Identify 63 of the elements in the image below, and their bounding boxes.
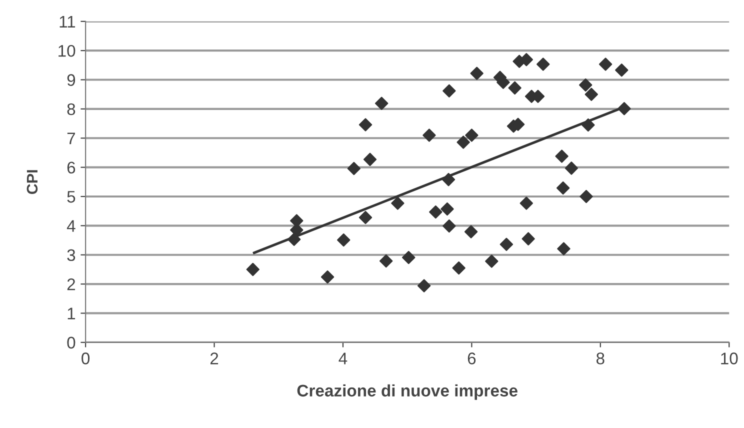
y-axis-title: CPI xyxy=(26,170,38,194)
y-tick-label: 3 xyxy=(67,249,76,262)
point xyxy=(442,172,456,186)
point xyxy=(363,152,377,166)
point xyxy=(290,214,304,228)
point xyxy=(485,254,498,268)
point xyxy=(391,196,404,210)
point xyxy=(347,162,361,176)
x-tick-label: 4 xyxy=(338,352,348,364)
y-tick-label: 7 xyxy=(67,132,75,144)
point xyxy=(290,223,304,237)
point xyxy=(520,196,533,210)
x-tick-label: 2 xyxy=(210,352,218,364)
point xyxy=(246,262,260,276)
point xyxy=(564,162,578,175)
point xyxy=(584,88,598,101)
point xyxy=(320,270,334,284)
point xyxy=(358,118,372,132)
point xyxy=(556,181,570,195)
y-tick-label: 4 xyxy=(66,220,76,232)
point xyxy=(536,58,550,71)
point xyxy=(422,128,436,142)
point xyxy=(417,279,431,292)
point xyxy=(402,250,416,264)
point xyxy=(440,202,454,216)
point xyxy=(500,238,514,251)
point xyxy=(380,254,393,268)
x-axis-title: Creazione di nuove imprese xyxy=(297,384,518,400)
point xyxy=(580,190,593,204)
x-tick-label: 8 xyxy=(596,352,604,364)
x-tick-label: 0 xyxy=(82,352,90,364)
y-tick-label: 9 xyxy=(67,74,76,86)
y-tick-label: 0 xyxy=(67,336,76,349)
y-tick-label: 8 xyxy=(67,103,76,116)
point xyxy=(456,136,470,149)
point xyxy=(452,261,466,275)
x-tick-label: 10 xyxy=(721,352,738,364)
point xyxy=(522,232,535,246)
point xyxy=(615,64,628,77)
point xyxy=(337,233,350,247)
point xyxy=(442,219,456,233)
point xyxy=(582,118,595,132)
y-tick-label: 2 xyxy=(67,278,75,290)
point xyxy=(557,242,570,256)
point xyxy=(464,225,478,238)
point xyxy=(375,96,388,110)
point xyxy=(555,150,568,163)
y-tick-label: 10 xyxy=(58,44,76,57)
point xyxy=(508,81,522,95)
point xyxy=(287,232,301,246)
y-tick-label: 11 xyxy=(60,16,76,28)
point xyxy=(579,78,592,92)
y-tick-label: 1 xyxy=(68,308,76,320)
point xyxy=(429,205,442,219)
point xyxy=(470,66,484,80)
y-tick-label: 5 xyxy=(67,191,76,203)
point xyxy=(618,102,631,116)
point xyxy=(598,58,612,71)
point xyxy=(442,84,456,98)
point xyxy=(465,128,478,142)
x-tick-label: 6 xyxy=(468,352,476,364)
y-tick-label: 6 xyxy=(67,162,76,174)
point xyxy=(358,210,372,224)
